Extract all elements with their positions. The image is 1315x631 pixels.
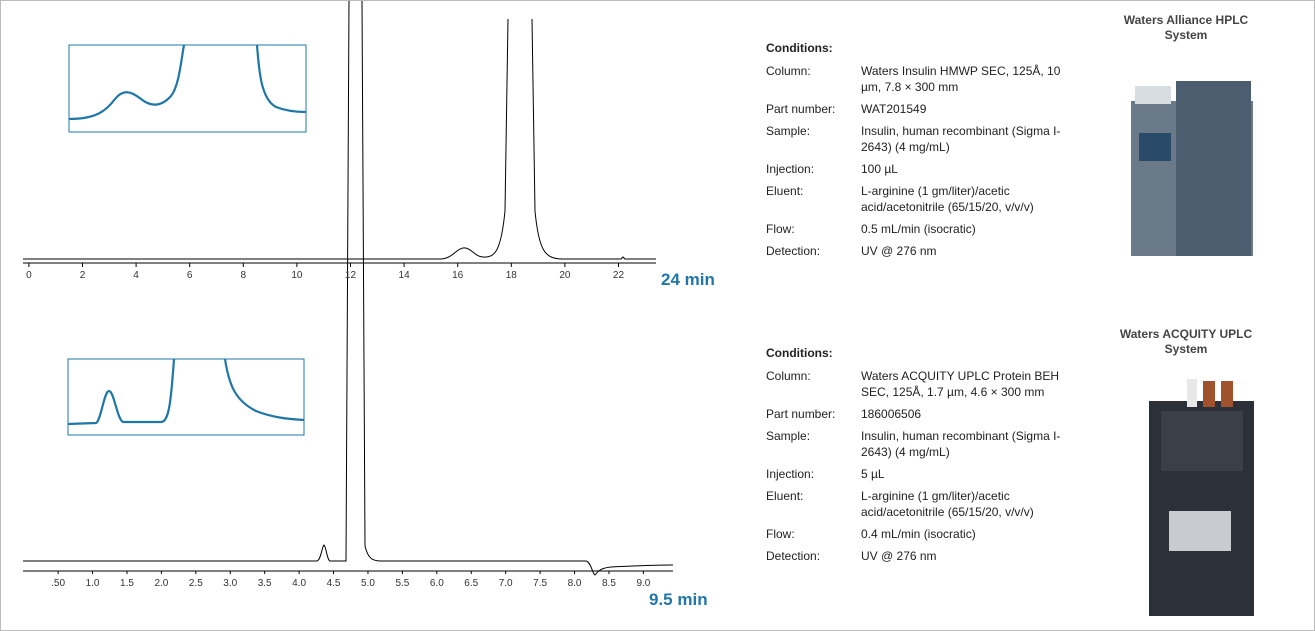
condition-key: Column: (766, 64, 811, 78)
x-tick-label: 3.0 (223, 578, 237, 589)
condition-row: Detection: UV @ 276 nm (766, 548, 1096, 564)
x-tick-label: 20 (559, 270, 571, 281)
conditions-heading: Conditions: (766, 346, 833, 360)
conditions: Conditions: Column: Waters ACQUITY UPLC Pr… (766, 346, 1096, 570)
condition-row: Eluent: L-arginine (1 gm/liter)/acetic ac… (766, 488, 1096, 520)
x-tick-label: 4.5 (327, 578, 341, 589)
x-tick-label: 2 (80, 270, 86, 281)
condition-key: Detection: (766, 244, 821, 258)
x-tick-label: 18 (506, 270, 518, 281)
condition-row: Part number: 186006506 (766, 406, 1096, 422)
condition-row: Part number: WAT201549 (766, 101, 1096, 117)
condition-row: Flow: 0.4 mL/min (isocratic) (766, 526, 1096, 542)
condition-key: Sample: (766, 124, 811, 138)
x-tick-label: 9.0 (636, 578, 650, 589)
x-tick-label: 0 (26, 270, 32, 281)
condition-row: Sample: Insulin, human recombinant (Sigma… (766, 123, 1096, 155)
x-tick-label: 5.5 (395, 578, 409, 589)
condition-row: Column: Waters ACQUITY UPLC Protein BEH S… (766, 368, 1096, 400)
condition-value: 0.4 mL/min (isocratic) (861, 527, 976, 541)
system-name: Waters ACQUITY UPLC System (1119, 327, 1253, 356)
condition-key: Flow: (766, 222, 795, 236)
condition-row: Sample: Insulin, human recombinant (Sigma… (766, 428, 1096, 460)
system-name: Waters Alliance HPLC System (1123, 13, 1249, 42)
system-image (1131, 81, 1253, 256)
condition-value: 0.5 mL/min (isocratic) (861, 222, 976, 236)
x-tick-label: 4 (133, 270, 139, 281)
x-tick-label: 8.0 (568, 578, 582, 589)
x-tick-label: 16 (452, 270, 464, 281)
x-tick-label: 14 (399, 270, 411, 281)
condition-row: Flow: 0.5 mL/min (isocratic) (766, 221, 1096, 237)
condition-value: Insulin, human recombinant (Sigma I-2643… (861, 124, 1061, 154)
condition-value: Waters ACQUITY UPLC Protein BEH SEC, 125… (861, 369, 1060, 399)
x-tick-label: 1.0 (86, 578, 100, 589)
conditions-heading: Conditions: (766, 41, 833, 55)
condition-key: Injection: (766, 162, 815, 176)
x-tick-label: .50 (51, 578, 65, 589)
condition-key: Part number: (766, 407, 836, 421)
trace (23, 18, 656, 260)
x-tick-label: 5.0 (361, 578, 375, 589)
inset-box (68, 44, 307, 133)
condition-key: Part number: (766, 102, 836, 116)
condition-key: Detection: (766, 549, 821, 563)
condition-row: Injection: 100 µL (766, 161, 1096, 177)
trace (23, 1, 674, 576)
x-tick-label: 7.5 (533, 578, 547, 589)
x-tick-label: 2.5 (189, 578, 203, 589)
x-tick-label: 2.0 (154, 578, 168, 589)
x-tick-label: 3.5 (258, 578, 272, 589)
condition-value: 5 µL (861, 467, 885, 481)
condition-value: Insulin, human recombinant (Sigma I-2643… (861, 429, 1061, 459)
x-tick-label: 10 (291, 270, 303, 281)
x-tick-label: 1.5 (120, 578, 134, 589)
condition-value: UV @ 276 nm (861, 244, 937, 258)
x-tick-label: 4.0 (292, 578, 306, 589)
condition-row: Column: Waters Insulin HMWP SEC, 125Å, 10… (766, 63, 1096, 95)
condition-value: 186006506 (861, 407, 922, 421)
condition-key: Injection: (766, 467, 815, 481)
x-tick-label: 6.0 (430, 578, 444, 589)
condition-row: Detection: UV @ 276 nm (766, 243, 1096, 259)
system-image (1149, 379, 1254, 616)
x-tick-label: 7.0 (499, 578, 513, 589)
condition-value: 100 µL (861, 162, 898, 176)
condition-row: Injection: 5 µL (766, 466, 1096, 482)
condition-value: L-arginine (1 gm/liter)/acetic acid/acet… (861, 184, 1034, 214)
inset-box (67, 358, 305, 436)
condition-key: Column: (766, 369, 811, 383)
x-tick-label: 6 (187, 270, 193, 281)
condition-value: UV @ 276 nm (861, 549, 937, 563)
conditions: Conditions: Column: Waters Insulin HMWP SE… (766, 41, 1096, 265)
axis-end-label: 9.5 min (649, 590, 708, 609)
condition-key: Eluent: (766, 489, 804, 503)
condition-key: Flow: (766, 527, 795, 541)
x-tick-label: 8 (241, 270, 247, 281)
condition-key: Eluent: (766, 184, 804, 198)
x-tick-label: 22 (613, 270, 625, 281)
x-tick-label: 8.5 (602, 578, 616, 589)
x-tick-label: 12 (345, 270, 357, 281)
condition-value: Waters Insulin HMWP SEC, 125Å, 10 µm, 7.… (861, 64, 1061, 94)
condition-row: Eluent: L-arginine (1 gm/liter)/acetic ac… (766, 183, 1096, 215)
condition-value: L-arginine (1 gm/liter)/acetic acid/acet… (861, 489, 1034, 519)
condition-key: Sample: (766, 429, 811, 443)
axis-end-label: 24 min (661, 270, 715, 289)
inset-trace (68, 44, 307, 121)
x-tick-label: 6.5 (464, 578, 478, 589)
inset-trace (67, 358, 305, 426)
condition-value: WAT201549 (861, 102, 927, 116)
